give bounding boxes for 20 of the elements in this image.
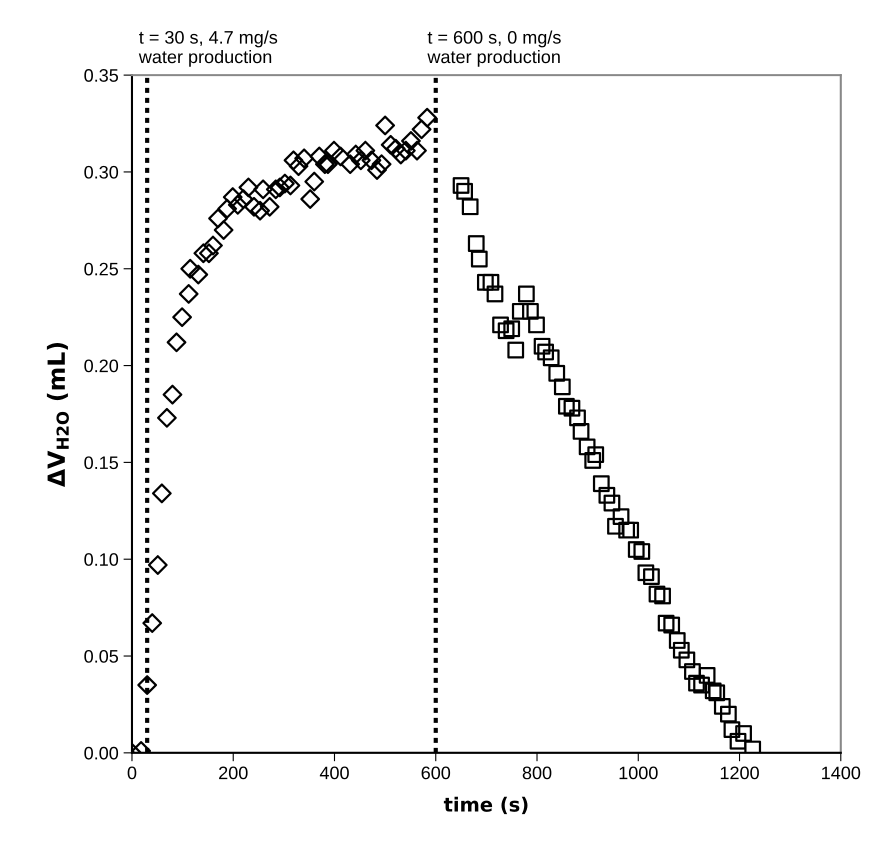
x-tick-label: 800 [522, 766, 552, 780]
x-tick-label: 1000 [620, 766, 658, 780]
x-tick-label: 600 [422, 766, 450, 780]
y-tick-label: 0.00 [84, 746, 118, 760]
y-tick-label: 0.20 [84, 360, 118, 372]
ref-line-label: t = 30 s, 4.7 mg/s water production [138, 30, 278, 67]
ref-line-label: t = 600 s, 0 mg/s water production [427, 30, 561, 67]
x-tick-label: 1200 [720, 766, 759, 780]
y-tick-label: 0.15 [84, 456, 118, 470]
y-tick-label: 0.30 [84, 166, 118, 179]
y-tick-label: 0.10 [84, 553, 118, 566]
x-axis-title: time (s) [444, 796, 528, 814]
x-tick-label: 400 [320, 766, 349, 780]
x-tick-label: 1400 [822, 766, 860, 780]
y-axis-title: ΔV$_{H2O}$ (mL) [46, 342, 69, 488]
y-tick-label: 0.05 [84, 650, 118, 663]
y-tick-label: 0.35 [84, 69, 118, 82]
y-tick-label: 0.25 [84, 262, 118, 276]
x-tick-label: 0 [128, 766, 136, 780]
x-tick-label: 200 [219, 766, 248, 780]
